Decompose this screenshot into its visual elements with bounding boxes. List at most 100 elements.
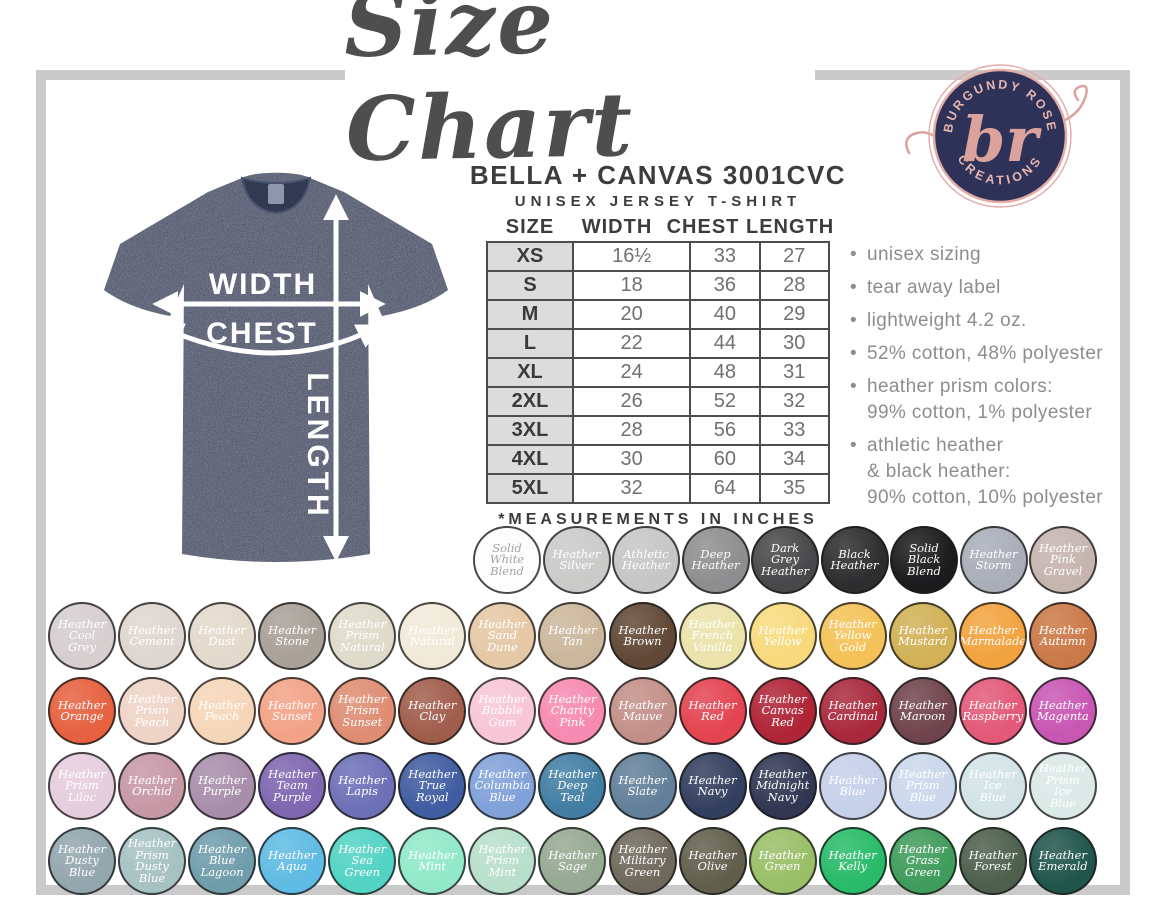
swatch-label: Heather Kelly: [828, 847, 877, 873]
size-table-row: XS 16½ 33 27: [486, 241, 831, 272]
size-table-headers: SIZE WIDTH CHEST LENGTH: [486, 216, 833, 239]
size-cell: XL: [486, 357, 574, 388]
color-swatch: Heather Purple: [188, 752, 257, 820]
color-swatch: Heather Ice Blue: [958, 752, 1027, 820]
chest-label: CHEST: [206, 317, 318, 350]
size-table-row: 4XL 30 60 34: [486, 444, 831, 475]
swatch-label: Heather Dust: [198, 622, 247, 648]
size-spec-block: BELLA + CANVAS 3001CVC UNISEX JERSEY T-S…: [468, 160, 848, 529]
size-cell: L: [486, 328, 574, 359]
measurement-cell: 28: [571, 415, 692, 446]
size-table-row: L 22 44 30: [486, 328, 831, 359]
size-cell: M: [486, 299, 574, 330]
measurement-cell: 36: [689, 270, 761, 301]
color-swatch: Black Heather: [820, 526, 889, 594]
size-table-row: S 18 36 28: [486, 270, 831, 301]
color-swatch: Heather Green: [748, 827, 817, 895]
color-swatch: Heather Magenta: [1028, 677, 1097, 745]
size-table-row: 5XL 32 64 35: [486, 473, 831, 504]
measurements-footnote: *MEASUREMENTS IN INCHES: [498, 511, 818, 528]
measurement-cell: 26: [571, 386, 692, 417]
measurement-cell: 64: [689, 473, 761, 504]
swatch-label: Heather Dusty Blue: [57, 841, 107, 879]
product-subtitle: UNISEX JERSEY T-SHIRT: [514, 193, 802, 210]
color-swatch: Heather Navy: [678, 752, 747, 820]
measurement-cell: 32: [758, 386, 831, 417]
brand-logo: BURGUNDY ROSE CREATIONS br: [905, 64, 1088, 208]
swatch-label: Heather Silver: [552, 546, 601, 572]
color-swatch: Heather Red: [678, 677, 747, 745]
swatch-label: Heather Cardinal: [827, 697, 878, 723]
swatch-row: Heather Orange Heather Prism Peach Heather Pea…: [48, 677, 1097, 745]
swatch-label: Heather Prism Lilac: [57, 766, 107, 804]
color-swatch: Heather Cardinal: [818, 677, 887, 745]
color-swatch: Heather Prism Dusty Blue: [118, 827, 187, 895]
color-swatch: Dark Grey Heather: [751, 526, 819, 594]
color-swatch: Heather Sage: [538, 827, 607, 895]
chest-arrow-icon: [156, 323, 383, 356]
color-swatch: Heather Midnight Navy: [748, 752, 817, 820]
swatch-label: Heather Sea Green: [338, 841, 387, 879]
measurement-cell: 35: [758, 473, 831, 504]
swatch-label: Heather Canvas Red: [758, 691, 807, 729]
color-swatch: Heather Peach: [188, 677, 257, 745]
color-swatch: Heather Pink Gravel: [1029, 526, 1097, 594]
measurement-cell: 60: [689, 444, 761, 475]
size-cell: 3XL: [486, 415, 574, 446]
color-swatch: Heather Aqua: [258, 827, 327, 895]
swatch-label: Heather Prism Sunset: [338, 691, 387, 729]
swatch-label: Heather Lapis: [338, 772, 387, 798]
swatch-label: Heather Emerald: [1038, 847, 1088, 873]
bullet-icon: •: [850, 435, 858, 456]
page-title-wrap: Size Chart: [343, 0, 815, 181]
size-table-header: WIDTH: [581, 216, 653, 238]
color-swatch: Heather Prism Lilac: [48, 752, 116, 820]
color-swatch: Heather Prism Peach: [118, 677, 187, 745]
swatch-label: Heather Red: [688, 697, 737, 723]
feature-line: 99% cotton, 1% polyester: [867, 402, 1093, 423]
swatch-label: Heather Purple: [198, 772, 247, 798]
measurement-cell: 56: [689, 415, 761, 446]
swatch-label: Heather Navy: [688, 772, 737, 798]
color-swatch: Heather Prism Mint: [468, 827, 537, 895]
swatch-label: Heather Midnight Navy: [755, 766, 810, 804]
measurement-cell: 34: [758, 444, 831, 475]
swatch-label: Heather Prism Blue: [898, 766, 947, 804]
color-swatch: Heather True Royal: [398, 752, 467, 820]
color-swatch: Heather Clay: [398, 677, 467, 745]
swatch-label: Heather Peach: [198, 697, 247, 723]
swatch-label: Heather Green: [758, 847, 807, 873]
color-swatch: Heather Cement: [118, 602, 187, 670]
color-swatch: Heather French Vanilla: [678, 602, 747, 670]
tshirt-neck-label-icon: [268, 184, 284, 204]
color-swatch: Heather Stone: [258, 602, 327, 670]
color-swatch: Heather Prism Sunset: [328, 677, 397, 745]
feature-item: • unisex sizing: [850, 242, 1118, 268]
logo-circle-icon: [932, 68, 1068, 204]
swatch-label: Heather Team Purple: [268, 766, 317, 804]
swatch-label: Heather Mustard: [898, 622, 948, 648]
color-swatch: Heather Mint: [398, 827, 467, 895]
color-swatch: Heather Deep Teal: [538, 752, 607, 820]
feature-item: • 52% cotton, 48% polyester: [850, 341, 1118, 367]
swatch-label: Heather Prism Dusty Blue: [128, 836, 177, 885]
color-swatch: Heather Brown: [608, 602, 677, 670]
swatch-label: Heather Charity Pink: [548, 691, 597, 729]
size-table-row: 2XL 26 52 32: [486, 386, 831, 417]
color-swatch: Heather Emerald: [1028, 827, 1097, 895]
color-swatch: Heather Orchid: [118, 752, 187, 820]
swatch-label: Heather Columbia Blue: [474, 766, 531, 804]
swatch-row: Heather Dusty Blue Heather Prism Dusty Blue Hea…: [48, 827, 1097, 895]
swatch-label: Heather Stone: [268, 622, 317, 648]
color-swatch: Heather Storm: [959, 526, 1028, 594]
measurement-cell: 30: [758, 328, 831, 359]
swatch-label: Heather Bubble Gum: [478, 691, 527, 729]
measurement-cell: 40: [689, 299, 761, 330]
color-swatch: Heather Sand Dune: [468, 602, 537, 670]
bullet-icon: •: [850, 310, 858, 331]
color-swatch: Solid White Blend: [473, 526, 541, 594]
color-swatch: Heather Dusty Blue: [48, 827, 116, 895]
swatch-label: Heather Mint: [408, 847, 457, 873]
color-swatch: Deep Heather: [681, 526, 750, 594]
